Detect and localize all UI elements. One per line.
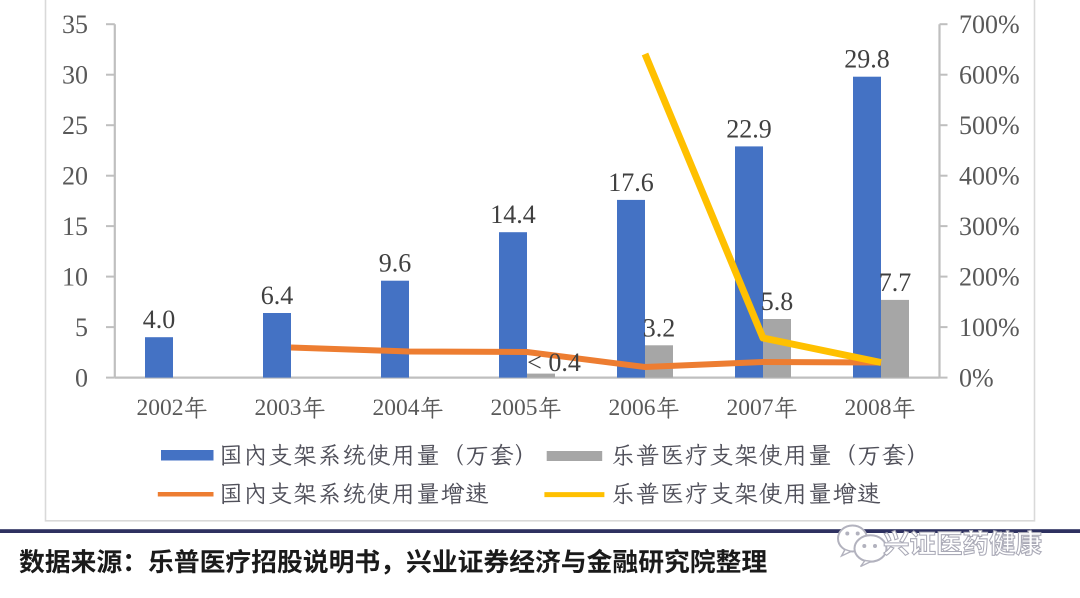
svg-text:2005: 2005 bbox=[491, 395, 538, 421]
svg-text:4.0: 4.0 bbox=[143, 305, 176, 334]
svg-text:0: 0 bbox=[75, 364, 88, 393]
svg-text:6.4: 6.4 bbox=[261, 281, 294, 310]
svg-text:17.6: 17.6 bbox=[608, 168, 654, 197]
svg-text:22.9: 22.9 bbox=[726, 114, 772, 143]
svg-text:100%: 100% bbox=[959, 313, 1020, 342]
svg-text:2002: 2002 bbox=[137, 395, 184, 421]
svg-text:2007: 2007 bbox=[727, 395, 774, 421]
svg-text:500%: 500% bbox=[959, 111, 1020, 140]
svg-text:2004: 2004 bbox=[373, 395, 420, 421]
svg-text:0%: 0% bbox=[959, 364, 994, 393]
svg-text:9.6: 9.6 bbox=[379, 249, 412, 278]
svg-text:30: 30 bbox=[62, 61, 88, 90]
svg-text:20: 20 bbox=[62, 162, 88, 191]
svg-text:700%: 700% bbox=[959, 10, 1020, 39]
svg-text:600%: 600% bbox=[959, 61, 1020, 90]
svg-text:14.4: 14.4 bbox=[490, 200, 536, 229]
svg-text:7.7: 7.7 bbox=[879, 268, 912, 297]
svg-text:5: 5 bbox=[75, 313, 88, 342]
svg-text:2003: 2003 bbox=[255, 395, 302, 421]
svg-text:5.8: 5.8 bbox=[761, 287, 794, 316]
svg-text:2008: 2008 bbox=[845, 395, 892, 421]
svg-text:300%: 300% bbox=[959, 212, 1020, 241]
svg-text:10: 10 bbox=[62, 263, 88, 292]
svg-text:3.2: 3.2 bbox=[643, 313, 676, 342]
svg-text:400%: 400% bbox=[959, 162, 1020, 191]
svg-text:2006: 2006 bbox=[609, 395, 656, 421]
svg-text:35: 35 bbox=[62, 10, 88, 39]
svg-text:< 0.4: < 0.4 bbox=[527, 348, 581, 377]
svg-text:15: 15 bbox=[62, 212, 88, 241]
svg-text:200%: 200% bbox=[959, 263, 1020, 292]
svg-text:25: 25 bbox=[62, 111, 88, 140]
svg-text:29.8: 29.8 bbox=[844, 45, 890, 74]
